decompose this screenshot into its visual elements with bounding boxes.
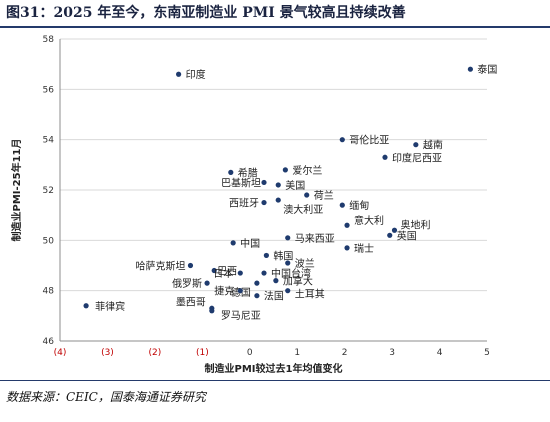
point-label: 土耳其 [295,288,325,301]
x-tick-label: (2) [149,348,162,358]
data-point [273,278,279,284]
data-point [344,222,350,228]
point-label: 奥地利 [400,218,430,231]
point-label: 美国 [285,179,305,192]
y-tick-label: 46 [43,337,55,347]
axes: 46 48 50 52 54 56 58 (4) (3) (2) (1) 0 1 2 3 4 5 [43,35,490,358]
data-point [285,260,291,266]
point-label: 哈萨克斯坦 [135,260,185,273]
data-point [339,137,345,143]
x-tick-label: (4) [54,348,67,358]
data-point [344,245,350,251]
point-label: 菲律宾 [95,300,125,313]
x-tick-label: (3) [101,348,114,358]
figure-title: 图31：2025 年至今，东南亚制造业 PMI 景气较高且持续改善 [6,5,406,21]
x-tick-label: 3 [389,348,395,358]
data-point [304,192,310,198]
data-point [261,270,267,276]
point-label: 罗马尼亚 [221,310,261,322]
x-tick-label: 5 [484,348,490,358]
footer-rule [0,380,550,381]
y-tick-label: 56 [43,85,55,95]
data-point [387,232,393,238]
data-point [285,288,291,294]
point-label: 中国 [240,237,260,250]
point-label: 捷克 [214,285,234,298]
data-point [187,262,194,269]
y-tick-label: 48 [43,287,55,297]
data-point [467,66,473,72]
point-label: 印度尼西亚 [392,151,442,164]
data-point [211,267,217,274]
data-point [285,235,291,241]
data-point [237,270,243,276]
point-label: 波兰 [295,257,315,270]
x-tick-label: (1) [196,348,209,358]
point-label: 西班牙 [229,198,259,210]
point-label: 希腊 [238,166,258,179]
y-axis-title: 制造业PMI-25年11月 [10,139,23,242]
x-tick-label: 2 [342,348,348,358]
point-label: 墨西哥 [176,296,206,308]
data-point [261,179,267,186]
point-label: 英国 [397,229,417,242]
point-label: 韩国 [273,249,293,262]
y-tick-label: 52 [43,186,54,196]
point-label: 法国 [264,290,284,303]
data-point [263,252,269,259]
point-label: 俄罗斯 [172,277,202,290]
point-label: 哥伦比亚 [349,134,389,147]
data-point [228,169,234,175]
data-point [254,293,260,299]
title-rule [0,26,550,28]
data-point [282,167,288,173]
point-label: 澳大利亚 [283,203,323,216]
data-point [254,280,260,286]
x-tick-label: 4 [437,348,443,358]
data-point [83,303,89,309]
data-point [204,280,210,286]
data-point [275,182,281,188]
data-point [261,199,267,206]
scatter-chart: 46 48 50 52 54 56 58 (4) (3) (2) (1) 0 1 2 3 4 5 泰国 印度哥伦比… [10,35,497,375]
point-label: 越南 [423,139,443,152]
point-label: 缅甸 [349,199,369,212]
x-axis-title: 制造业PMI较过去1年均值变化 [205,362,343,375]
point-label: 马来西亚 [295,233,335,245]
point-label: 日本 [213,267,233,280]
y-tick-label: 58 [43,35,55,45]
point-label: 巴基斯坦 [221,176,261,189]
point-label: 泰国 [477,63,497,76]
data-point [209,308,215,314]
point-label: 瑞士 [354,242,374,255]
x-tick-label: 1 [294,348,300,358]
data-point [275,197,281,203]
point-label: 印度 [186,68,206,81]
x-tick-label: 0 [247,348,253,358]
data-point [237,288,243,294]
point-label: 荷兰 [314,189,334,202]
data-point [176,71,182,77]
data-point [382,154,388,160]
point-label: 中国台湾 [271,267,311,280]
point-label: 意大利 [354,214,384,227]
y-tick-label: 54 [43,136,55,146]
y-tick-label: 50 [43,236,55,246]
point-label: 巴西 [217,266,237,278]
point-label: 爱尔兰 [292,164,322,177]
point-label: 加拿大 [283,275,313,288]
data-point [391,227,398,233]
data-point [339,202,345,208]
data-point [230,240,236,246]
source-note: 数据来源：CEIC，国泰海通证券研究 [6,390,206,404]
data-point [413,142,419,148]
